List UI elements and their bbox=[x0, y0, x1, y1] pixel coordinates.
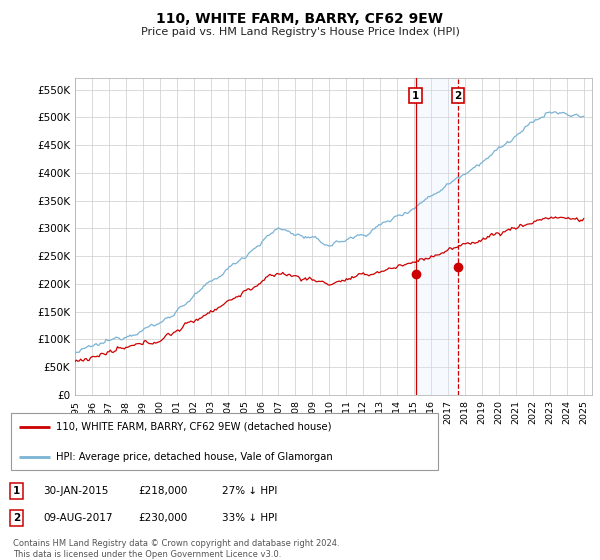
Text: Price paid vs. HM Land Registry's House Price Index (HPI): Price paid vs. HM Land Registry's House … bbox=[140, 27, 460, 37]
Bar bbox=[416, 78, 458, 395]
Text: 27% ↓ HPI: 27% ↓ HPI bbox=[222, 486, 277, 496]
Text: 30-JAN-2015: 30-JAN-2015 bbox=[43, 486, 109, 496]
Text: 110, WHITE FARM, BARRY, CF62 9EW: 110, WHITE FARM, BARRY, CF62 9EW bbox=[157, 12, 443, 26]
Text: 2: 2 bbox=[455, 91, 462, 101]
Text: This data is licensed under the Open Government Licence v3.0.: This data is licensed under the Open Gov… bbox=[13, 550, 281, 559]
Text: 09-AUG-2017: 09-AUG-2017 bbox=[43, 513, 113, 523]
Text: 1: 1 bbox=[412, 91, 419, 101]
FancyBboxPatch shape bbox=[11, 413, 438, 470]
Text: Contains HM Land Registry data © Crown copyright and database right 2024.: Contains HM Land Registry data © Crown c… bbox=[13, 539, 340, 548]
Text: £218,000: £218,000 bbox=[138, 486, 187, 496]
Text: £230,000: £230,000 bbox=[138, 513, 187, 523]
Text: 33% ↓ HPI: 33% ↓ HPI bbox=[222, 513, 277, 523]
Text: HPI: Average price, detached house, Vale of Glamorgan: HPI: Average price, detached house, Vale… bbox=[56, 452, 332, 462]
Text: 110, WHITE FARM, BARRY, CF62 9EW (detached house): 110, WHITE FARM, BARRY, CF62 9EW (detach… bbox=[56, 422, 331, 432]
Text: 1: 1 bbox=[13, 486, 20, 496]
Text: 2: 2 bbox=[13, 513, 20, 523]
